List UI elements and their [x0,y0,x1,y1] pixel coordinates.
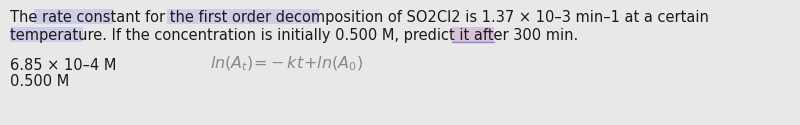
FancyBboxPatch shape [34,9,113,24]
FancyBboxPatch shape [452,27,494,42]
Text: $\mathit{ln}(A_t)\!=\!-kt\!+\!\mathit{ln}(A_0)$: $\mathit{ln}(A_t)\!=\!-kt\!+\!\mathit{ln… [210,55,363,73]
FancyBboxPatch shape [167,9,318,24]
Text: temperature. If the concentration is initially 0.500 M, predict it after 300 min: temperature. If the concentration is ini… [10,28,578,43]
Text: 0.500 M: 0.500 M [10,74,70,89]
FancyBboxPatch shape [10,27,82,42]
Text: The rate constant for the first order decomposition of SO2Cl2 is 1.37 × 10–3 min: The rate constant for the first order de… [10,10,709,25]
Text: 6.85 × 10–4 M: 6.85 × 10–4 M [10,58,116,73]
